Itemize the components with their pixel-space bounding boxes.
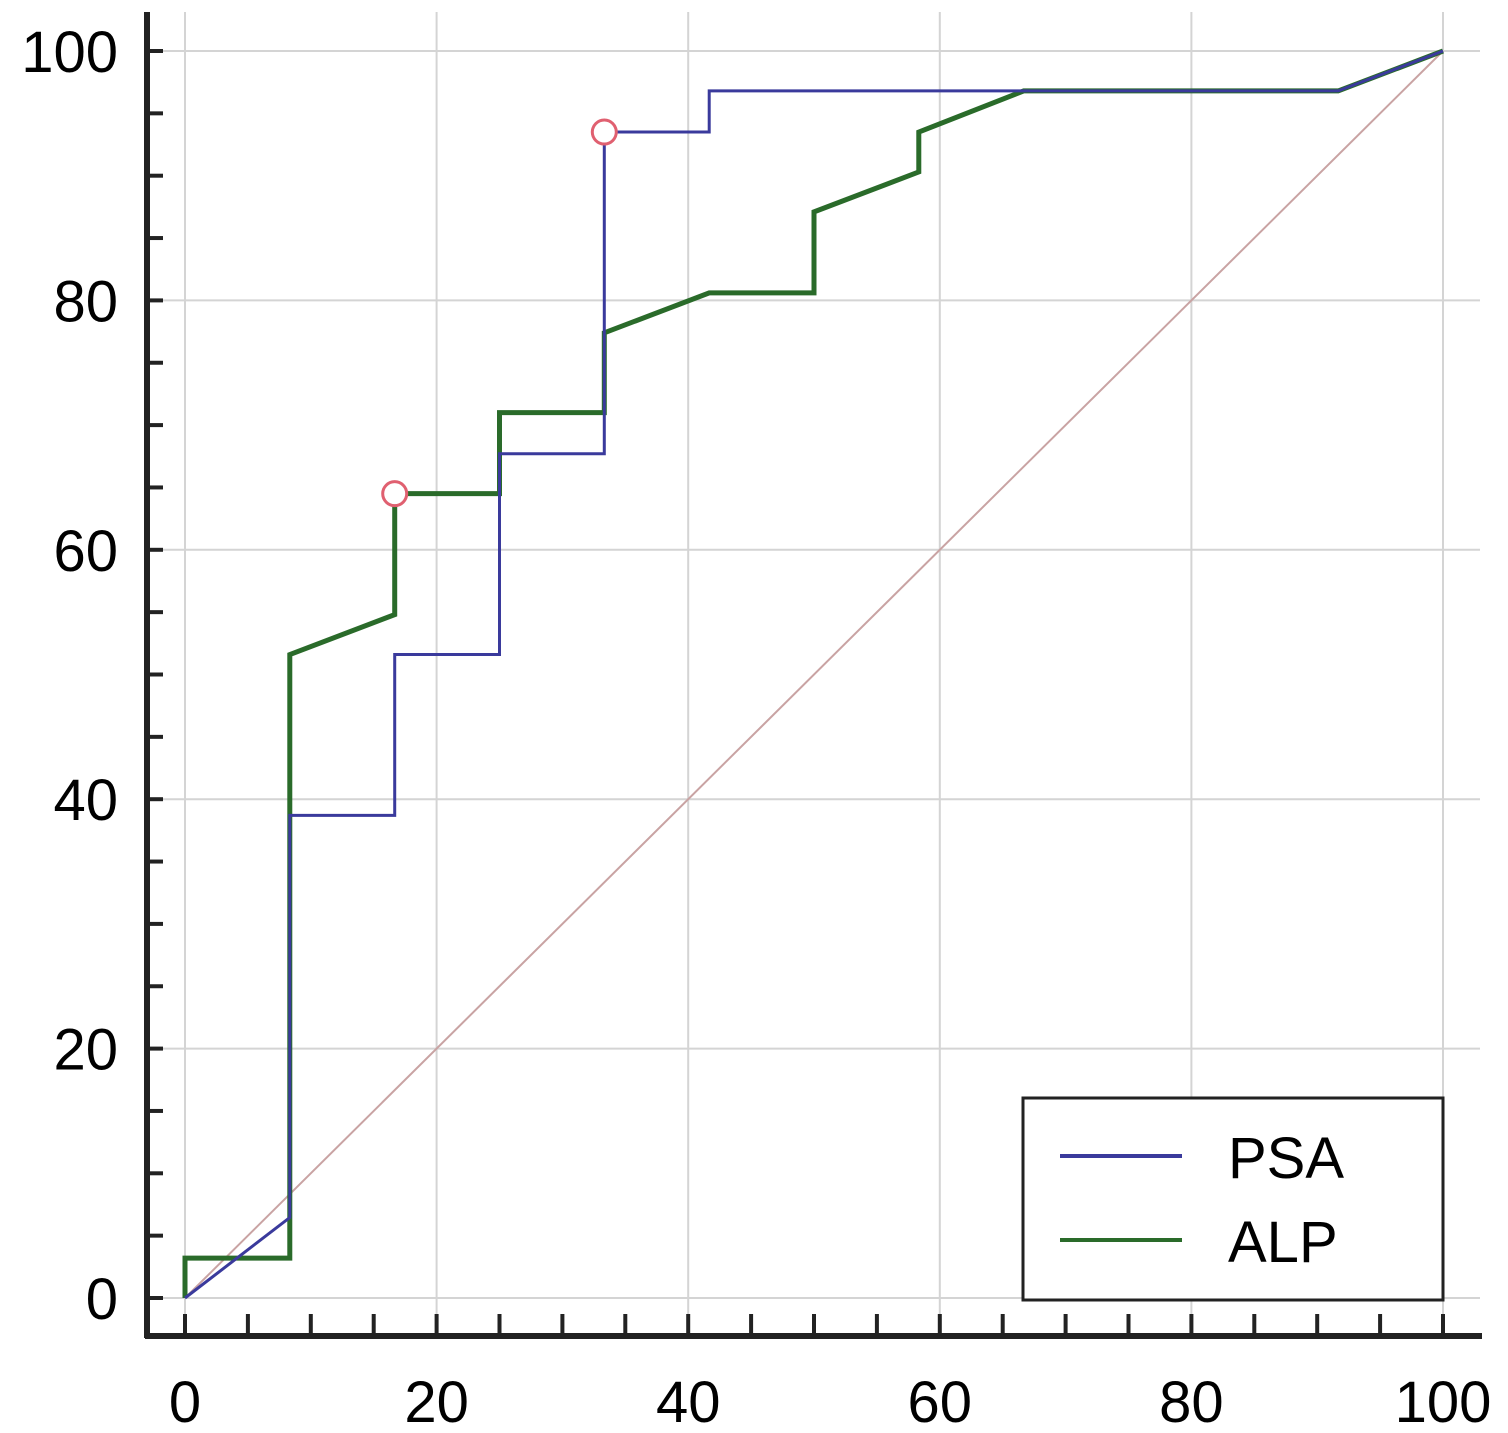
optimal-cutoff-marker-alp — [381, 480, 409, 508]
y-tick-label: 80 — [53, 269, 118, 334]
diagonal-reference-line — [184, 50, 1444, 1299]
legend: PSA ALP — [1021, 1096, 1445, 1302]
x-tick-label: 20 — [404, 1370, 469, 1433]
series-group — [182, 48, 1444, 1300]
legend-label-alp: ALP — [1228, 1210, 1338, 1275]
y-tick-label: 0 — [86, 1267, 118, 1332]
reference-line — [184, 50, 1444, 1299]
x-tick-label: 100 — [1395, 1370, 1492, 1433]
y-tick-label: 40 — [53, 768, 118, 833]
optimal-cutoff-marker-psa — [590, 118, 618, 146]
x-tick-label: 60 — [908, 1370, 973, 1433]
legend-label-psa: PSA — [1228, 1126, 1344, 1191]
legend-box — [1021, 1096, 1445, 1302]
series-line-psa — [184, 49, 1444, 1300]
x-tick-label: 0 — [169, 1370, 201, 1433]
tick-labels: 0 20 40 60 80 100 0 20 40 60 80 100 — [21, 20, 1491, 1433]
y-tick-label: 100 — [21, 20, 118, 85]
axes — [144, 12, 1482, 1339]
x-tick-label: 80 — [1159, 1370, 1224, 1433]
x-tick-label: 40 — [656, 1370, 721, 1433]
y-tick-label: 20 — [53, 1018, 118, 1083]
y-tick-label: 60 — [53, 519, 118, 584]
grid — [147, 12, 1480, 1336]
